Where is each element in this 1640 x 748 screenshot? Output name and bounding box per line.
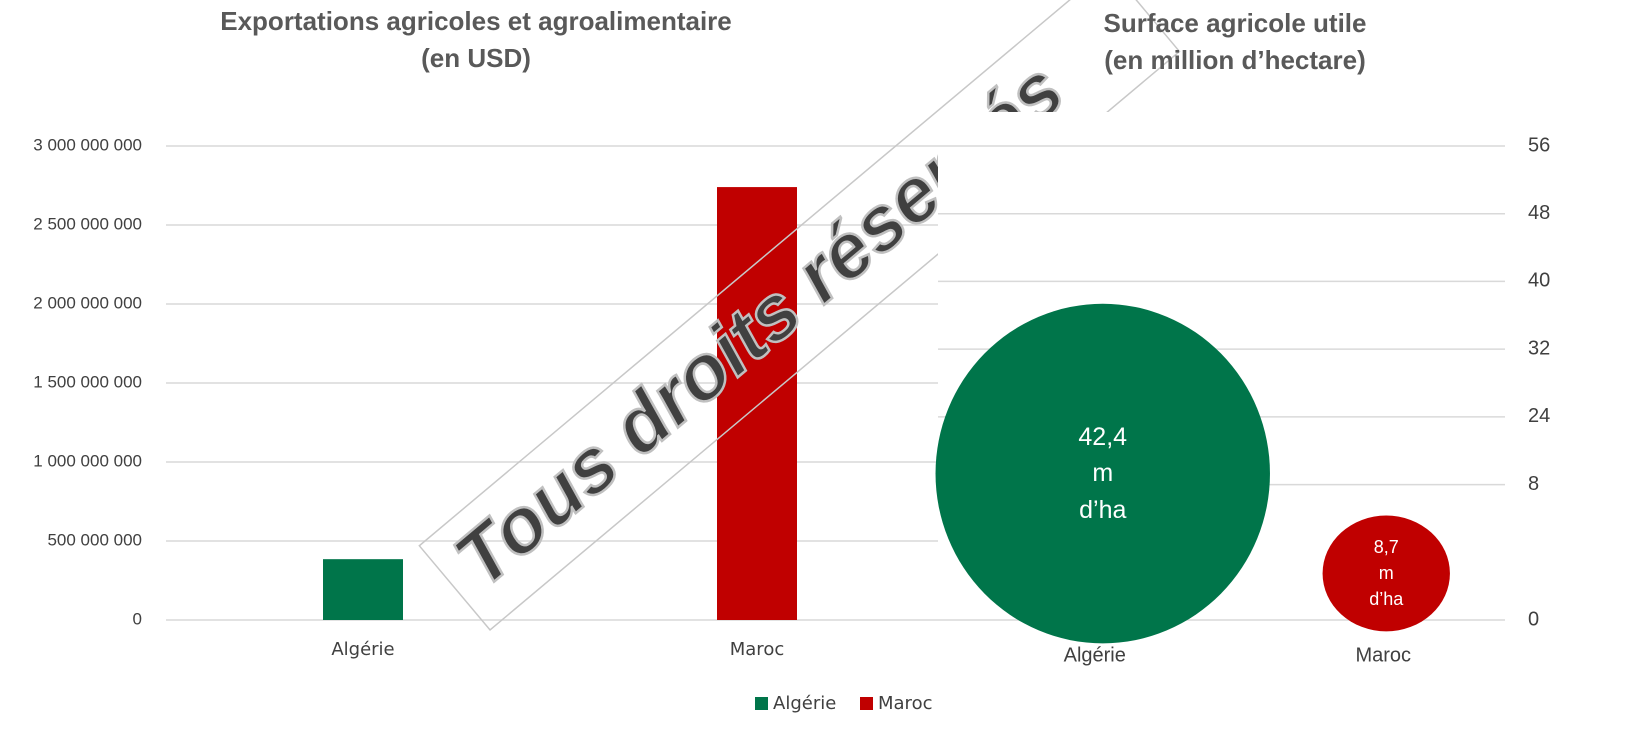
y-tick-label: 0 [1528,608,1539,630]
bubble [1322,515,1450,632]
y-tick-label: 8 [1528,473,1539,495]
y-tick-label: 48 [1528,202,1550,224]
y-tick-label: 3 000 000 000 [33,135,142,154]
x-tick-label: Algérie [331,639,394,660]
bubble-label: 8,7 m d’ha [1369,537,1404,610]
y-tick-label: 0 [133,609,142,628]
chart-subtitle: (en USD) [421,43,531,73]
chart-subtitle: (en million d’hectare) [1104,45,1366,75]
y-tick-label: 56 [1528,134,1550,156]
y-tick-label: 32 [1528,337,1550,359]
bar [717,187,797,620]
y-tick-label: 2 000 000 000 [33,293,142,312]
y-tick-label: 1 500 000 000 [33,372,142,391]
legend-label: Algérie [773,693,836,714]
legend-label: Maroc [878,693,932,714]
chart-title: Exportations agricoles et agroalimentair… [220,6,732,36]
watermark-frame [418,0,1181,632]
bar [323,559,403,620]
x-tick-label: Maroc [1355,644,1411,666]
y-tick-label: 24 [1528,405,1550,427]
x-tick-label: Maroc [730,639,784,660]
legend-swatch [860,697,873,710]
y-tick-label: 1 000 000 000 [33,451,142,470]
y-tick-label: 40 [1528,270,1550,292]
x-tick-label: Algérie [1064,644,1126,666]
bubble-label: 42,4 m d’ha [1078,423,1128,524]
bubble-label-box: 8,7 m d’ha [1369,537,1404,610]
bubble-label-box: 42,4 m d’ha [1078,423,1128,524]
y-tick-label: 2 500 000 000 [33,214,142,233]
chart-title: Surface agricole utile [1104,8,1367,38]
y-tick-label: 500 000 000 [47,530,142,549]
legend-swatch [755,697,768,710]
bubble [935,303,1270,644]
